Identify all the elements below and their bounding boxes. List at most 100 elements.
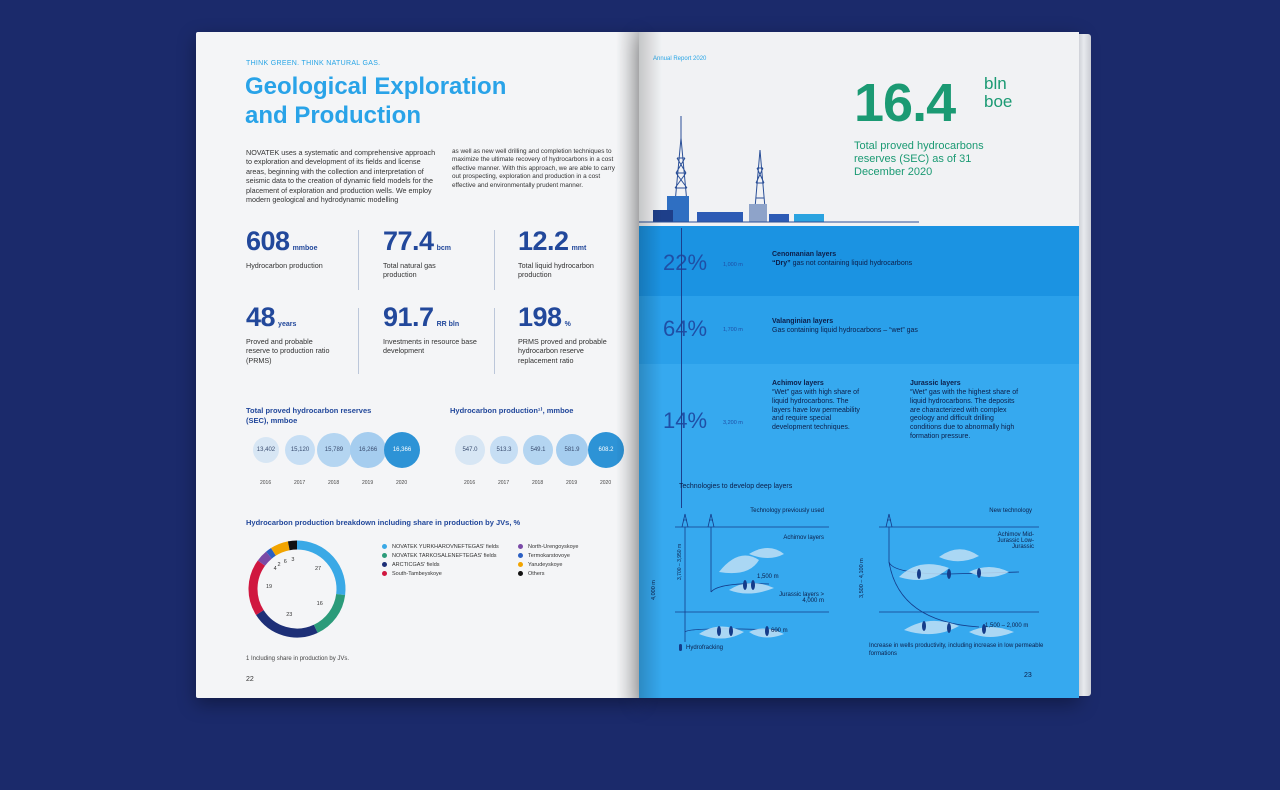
building bbox=[653, 210, 673, 222]
stat-number: 48 bbox=[246, 302, 276, 332]
building bbox=[697, 212, 743, 222]
stat-number: 198 bbox=[518, 302, 562, 332]
bubble-2017: 513.3 bbox=[490, 436, 518, 464]
stat-unit: RR bln bbox=[436, 321, 460, 328]
legend-swatch bbox=[518, 571, 523, 576]
page-number-left: 22 bbox=[246, 676, 254, 683]
dim-600: 600 m bbox=[771, 628, 788, 634]
legend-swatch bbox=[382, 544, 387, 549]
stat-label: Proved and probable reserve to productio… bbox=[246, 337, 330, 365]
bubble-year: 2020 bbox=[396, 480, 408, 486]
jurassic-layer-name: Jurassic layers bbox=[910, 380, 961, 387]
divider bbox=[494, 230, 495, 290]
bubble-2016: 547.0 bbox=[455, 435, 485, 465]
jurassic-layer-description: “Wet” gas with the highest share of liqu… bbox=[910, 389, 1019, 440]
stat-label: Investments in resource base development bbox=[383, 337, 477, 356]
body-text-col2: as well as new well drilling and complet… bbox=[452, 148, 615, 189]
stat-unit: % bbox=[564, 321, 571, 328]
donut-slice bbox=[257, 551, 272, 566]
layer-description: “Wet” gas with high share of liquid hydr… bbox=[772, 389, 860, 432]
achimov-label: Achimov layers bbox=[783, 535, 824, 541]
page-title: Geological Exploration and Production bbox=[245, 72, 585, 130]
divider bbox=[358, 308, 359, 374]
donut-slice bbox=[287, 540, 298, 551]
legend-label: North-Urengoyskoye bbox=[528, 543, 579, 550]
stat-hydrocarbon-production: 608 mmboe Hydrocarbon production bbox=[246, 226, 356, 270]
page-edge bbox=[1079, 34, 1091, 696]
production-chart-title: Hydrocarbon production¹⁾, mmboe bbox=[450, 406, 574, 415]
bubble-year: 2020 bbox=[600, 480, 612, 486]
donut-slice-label: 2 bbox=[277, 562, 281, 569]
legend-label: Termokarstovoye bbox=[528, 552, 570, 559]
layer-percent: 14% bbox=[663, 408, 708, 433]
donut-slice bbox=[271, 541, 290, 556]
bubble-year: 2019 bbox=[566, 480, 578, 486]
legend-swatch bbox=[382, 562, 387, 567]
donut-slice bbox=[256, 609, 318, 638]
left-page: THINK GREEN. THINK NATURAL GAS. Geologic… bbox=[196, 32, 639, 698]
legend-label: South-Tambeyskoye bbox=[392, 570, 442, 577]
layer-percent: 22% bbox=[663, 250, 708, 275]
layer-depth: 3,200 m bbox=[723, 420, 743, 426]
bubble-2020: 608.2 bbox=[588, 432, 624, 468]
layer-percent: 64% bbox=[663, 316, 708, 341]
building bbox=[769, 214, 789, 222]
donut-slice-label: 16 bbox=[316, 601, 323, 608]
stat-unit: years bbox=[278, 321, 297, 328]
legend-item: Yarudeyskoye bbox=[518, 560, 578, 569]
gas-facility-illustration bbox=[639, 116, 919, 223]
dim-3500: 3,500 – 4,100 m bbox=[859, 558, 865, 598]
layer-name: Achimov layers bbox=[772, 380, 824, 387]
report-kicker: Annual Report 2020 bbox=[653, 56, 707, 62]
legend-col-1: NOVATEK YURKHAROVNEFTEGAS' fields NOVATEK… bbox=[382, 542, 499, 578]
stat-number: 77.4 bbox=[383, 226, 434, 256]
hydrofracking-label: Hydrofracking bbox=[686, 645, 724, 652]
legend-label: NOVATEK YURKHAROVNEFTEGAS' fields bbox=[392, 543, 499, 550]
legend-label: Yarudeyskoye bbox=[528, 561, 563, 568]
legend-col-2: North-Urengoyskoye Termokarstovoye Yarudey… bbox=[518, 542, 578, 578]
big-number-caption: Total proved hydrocarbons reserves (SEC)… bbox=[854, 140, 984, 178]
stat-liquid-hydrocarbon: 12.2 mmt Total liquid hydrocarbon product… bbox=[518, 226, 608, 280]
dim-1500: 1,500 m bbox=[757, 574, 779, 580]
deep-layer-technology-diagram bbox=[675, 513, 1039, 642]
donut-slice bbox=[266, 548, 276, 559]
divider bbox=[358, 230, 359, 290]
stat-replacement-ratio: 198% PRMS proved and probable hydrocarbo… bbox=[518, 302, 613, 365]
legend-item: Others bbox=[518, 569, 578, 578]
stat-unit: mmboe bbox=[292, 245, 318, 252]
legend-item: Termokarstovoye bbox=[518, 551, 578, 560]
legend-label: NOVATEK TARKOSALENEFTEGAS' fields bbox=[392, 552, 497, 559]
open-report-book: THINK GREEN. THINK NATURAL GAS. Geologic… bbox=[196, 32, 1091, 698]
title-line-2: and Production bbox=[245, 102, 421, 129]
well-line bbox=[681, 228, 682, 508]
unit-line-1: bln bbox=[984, 74, 1007, 93]
donut-slice-label: 23 bbox=[286, 611, 293, 618]
bubble-year: 2018 bbox=[532, 480, 544, 486]
legend-label: ARCTICGAS' fields bbox=[392, 561, 440, 568]
hydrofracking-icon bbox=[679, 644, 682, 651]
tech-new-label: New technology bbox=[989, 508, 1032, 514]
legend-item: North-Urengoyskoye bbox=[518, 542, 578, 551]
jurassic-label: Jurassic layers > 4,000 m bbox=[779, 592, 824, 604]
productivity-note: Increase in wells productivity, includin… bbox=[869, 643, 1044, 657]
legend-item: South-Tambeyskoye bbox=[382, 569, 499, 578]
stat-label: PRMS proved and probable hydrocarbon res… bbox=[518, 337, 607, 365]
legend-label: Others bbox=[528, 570, 545, 577]
dim-1500-2000: 1,500 – 2,000 m bbox=[985, 623, 1029, 629]
legend-swatch bbox=[518, 544, 523, 549]
tank bbox=[749, 204, 767, 222]
donut-slice-label: 6 bbox=[283, 558, 287, 565]
bubble-2020: 16,366 bbox=[384, 432, 420, 468]
bubble-2016: 13,402 bbox=[252, 436, 280, 464]
donut-slice bbox=[248, 560, 266, 615]
bubble-year: 2019 bbox=[362, 480, 374, 486]
dry-text: gas not containing liquid hydrocarbons bbox=[790, 260, 913, 267]
legend-item: ARCTICGAS' fields bbox=[382, 560, 499, 569]
donut-slice-label: 19 bbox=[266, 584, 273, 591]
tech-title: Technologies to develop deep layers bbox=[679, 483, 793, 490]
layer-description: Gas containing liquid hydrocarbons – “we… bbox=[772, 327, 918, 334]
bubble-year: 2016 bbox=[260, 480, 272, 486]
dim-4000: 4,000 m bbox=[651, 580, 657, 600]
bubble-year: 2017 bbox=[294, 480, 306, 486]
page-number-right: 23 bbox=[1024, 672, 1032, 679]
